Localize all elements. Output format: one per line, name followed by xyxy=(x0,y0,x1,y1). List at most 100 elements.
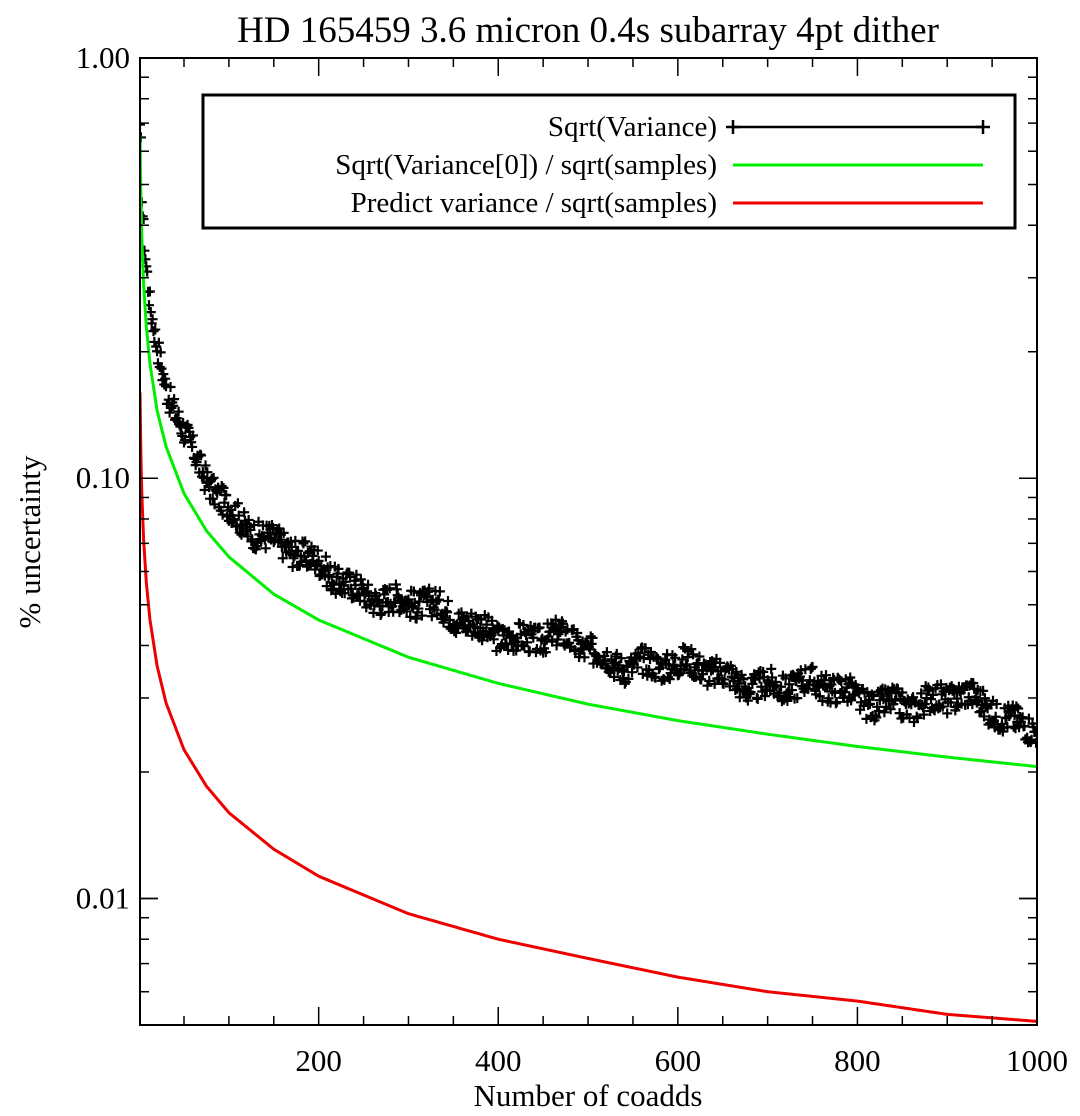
data-point xyxy=(196,450,207,461)
data-point xyxy=(239,507,250,518)
data-point xyxy=(153,337,164,348)
data-point xyxy=(169,394,180,405)
data-point xyxy=(632,662,643,673)
data-point xyxy=(324,570,335,581)
data-point xyxy=(202,467,213,478)
data-point xyxy=(579,652,590,663)
data-point xyxy=(784,679,795,690)
data-point xyxy=(187,430,198,441)
data-point xyxy=(232,498,243,509)
data-point xyxy=(426,611,437,622)
data-point xyxy=(390,597,401,608)
data-point xyxy=(144,286,155,297)
data-point xyxy=(971,697,982,708)
data-point xyxy=(831,696,842,707)
data-point xyxy=(780,673,791,684)
data-point xyxy=(742,695,753,706)
data-point xyxy=(724,681,735,692)
data-point xyxy=(1009,710,1020,721)
data-point xyxy=(200,460,211,471)
legend-swatch-marker xyxy=(726,120,740,134)
data-point xyxy=(991,698,1002,709)
data-point xyxy=(154,362,165,373)
data-point xyxy=(333,563,344,574)
data-point xyxy=(897,687,908,698)
data-point xyxy=(218,482,229,493)
data-point xyxy=(298,538,309,549)
data-point xyxy=(477,635,488,646)
data-point xyxy=(945,697,956,708)
data-point xyxy=(320,551,331,562)
data-point xyxy=(873,706,884,717)
y-tick-label: 0.10 xyxy=(76,460,130,495)
x-tick-label: 1000 xyxy=(1006,1043,1068,1078)
chart-title: HD 165459 3.6 micron 0.4s subarray 4pt d… xyxy=(237,10,939,51)
data-point xyxy=(792,693,803,704)
data-point xyxy=(424,583,435,594)
data-point xyxy=(715,657,726,668)
data-point xyxy=(704,675,715,686)
data-point xyxy=(885,704,896,715)
data-point xyxy=(845,672,856,683)
data-point xyxy=(328,579,339,590)
data-point xyxy=(147,314,158,325)
data-point xyxy=(216,480,227,491)
data-point xyxy=(409,597,420,608)
data-point xyxy=(820,670,831,681)
data-point xyxy=(1023,713,1034,724)
data-point xyxy=(148,326,159,337)
data-point xyxy=(207,493,218,504)
data-point xyxy=(623,673,634,684)
data-point xyxy=(150,324,161,335)
x-tick-label: 400 xyxy=(475,1043,522,1078)
y-tick-label: 0.01 xyxy=(76,880,130,915)
x-tick-label: 800 xyxy=(834,1043,881,1078)
data-point xyxy=(278,527,289,538)
data-point xyxy=(549,623,560,634)
plot-area xyxy=(140,119,1037,1023)
data-point xyxy=(719,674,730,685)
data-point xyxy=(916,688,927,699)
data-point xyxy=(879,707,890,718)
data-point xyxy=(824,680,835,691)
legend-label: Predict variance / sqrt(samples) xyxy=(351,187,717,219)
data-point xyxy=(766,663,777,674)
data-point xyxy=(694,651,705,662)
data-point xyxy=(738,674,749,685)
data-point xyxy=(1019,721,1030,732)
data-point xyxy=(204,482,215,493)
legend-swatch-marker xyxy=(976,120,990,134)
data-point xyxy=(866,689,877,700)
data-point xyxy=(156,363,167,374)
data-point xyxy=(864,698,875,709)
x-tick-label: 600 xyxy=(655,1043,702,1078)
data-point xyxy=(451,627,462,638)
data-point xyxy=(401,606,412,617)
series-line-2 xyxy=(140,392,1037,1023)
data-point xyxy=(919,699,930,710)
data-point xyxy=(942,708,953,719)
x-tick-label: 200 xyxy=(295,1043,342,1078)
data-point xyxy=(221,490,232,501)
data-point xyxy=(807,661,818,672)
data-point xyxy=(935,679,946,690)
data-point xyxy=(165,381,176,392)
data-point xyxy=(688,649,699,660)
data-point xyxy=(260,543,271,554)
data-point xyxy=(363,579,374,590)
data-point xyxy=(528,632,539,643)
data-point xyxy=(351,569,362,580)
data-point xyxy=(1013,703,1024,714)
data-point xyxy=(273,535,284,546)
data-point xyxy=(550,614,561,625)
data-point xyxy=(740,681,751,692)
data-point xyxy=(650,672,661,683)
data-point xyxy=(696,674,707,685)
data-point xyxy=(405,611,416,622)
data-point xyxy=(918,709,929,720)
y-axis-label: % uncertainty xyxy=(12,455,47,629)
data-point xyxy=(990,711,1001,722)
data-point xyxy=(540,647,551,658)
data-point xyxy=(678,642,689,653)
